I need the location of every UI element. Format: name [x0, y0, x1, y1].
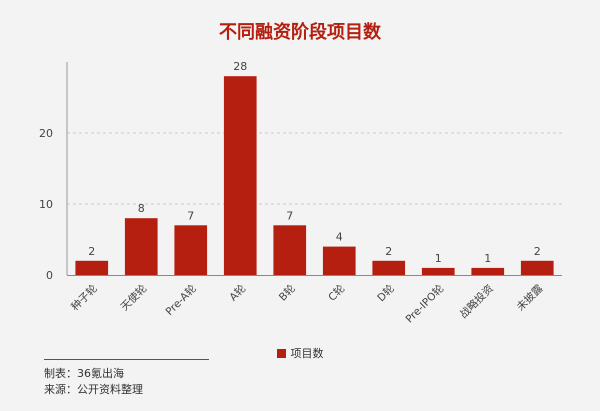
footer-made-by: 制表：36氪出海 [44, 367, 124, 380]
x-tick-label: 战略投资 [457, 282, 496, 321]
legend: 项目数 [0, 345, 600, 361]
footer-source: 来源：公开资料整理 [44, 383, 143, 396]
data-label: 2 [88, 245, 95, 258]
legend-label: 项目数 [290, 347, 324, 360]
data-label: 1 [435, 252, 442, 265]
bar [322, 246, 356, 275]
data-label: 2 [385, 245, 392, 258]
bar [174, 225, 208, 275]
x-tick-label: Pre-A轮 [163, 282, 199, 318]
x-tick-label: C轮 [326, 282, 348, 304]
y-tick-label: 10 [39, 198, 53, 211]
bar [124, 218, 158, 275]
x-tick-label: 种子轮 [68, 282, 100, 314]
data-label: 1 [484, 252, 491, 265]
bar [520, 260, 554, 275]
chart-title: 不同融资阶段项目数 [219, 22, 381, 43]
x-tick-label: B轮 [276, 282, 298, 304]
y-tick-label: 20 [39, 127, 53, 140]
bar [471, 267, 505, 275]
data-label: 2 [534, 245, 541, 258]
x-tick-label: A轮 [227, 282, 249, 304]
x-tick-label: 未披露 [514, 282, 546, 314]
legend-swatch [276, 349, 286, 358]
footer: 制表：36氪出海 来源：公开资料整理 [44, 366, 143, 398]
x-tick-label: 天使轮 [118, 282, 150, 314]
data-label: 4 [336, 231, 343, 244]
bar [223, 76, 257, 275]
y-tick-label: 0 [46, 269, 53, 282]
footer-divider [44, 359, 209, 360]
x-tick-label: Pre-IPO轮 [403, 282, 447, 326]
bar [75, 260, 109, 275]
data-label: 8 [138, 202, 145, 215]
data-label: 7 [187, 209, 194, 222]
bar [273, 225, 307, 275]
bar [421, 267, 455, 275]
data-label: 28 [233, 60, 247, 73]
data-label: 7 [286, 209, 293, 222]
x-tick-label: D轮 [375, 282, 398, 305]
bar [372, 260, 406, 275]
